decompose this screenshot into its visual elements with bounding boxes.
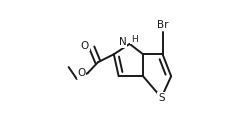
- Text: H: H: [131, 35, 137, 44]
- Text: O: O: [81, 41, 89, 51]
- Text: Br: Br: [157, 20, 168, 30]
- Text: N: N: [119, 37, 127, 47]
- Text: O: O: [77, 68, 85, 78]
- Text: S: S: [158, 93, 165, 103]
